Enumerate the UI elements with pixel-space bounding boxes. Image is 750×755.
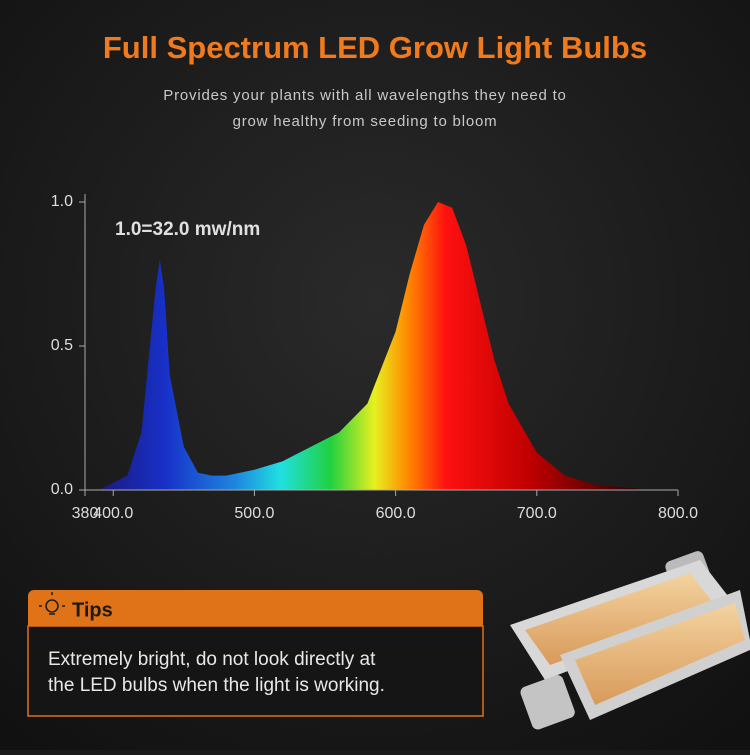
product-image bbox=[510, 551, 750, 730]
annotation: 1.0=32.0 mw/nm bbox=[115, 219, 260, 240]
subtitle: Provides your plants with all wavelength… bbox=[163, 87, 566, 104]
x-tick-label: 700.0 bbox=[517, 505, 557, 522]
y-tick-label: 1.0 bbox=[51, 193, 73, 210]
x-tick-label: 500.0 bbox=[234, 505, 274, 522]
subtitle: grow healthy from seeding to bloom bbox=[233, 113, 498, 130]
tips-text: the LED bulbs when the light is working. bbox=[48, 675, 385, 696]
tips-header bbox=[28, 590, 483, 630]
y-tick-label: 0.0 bbox=[51, 481, 73, 498]
y-tick-label: 0.5 bbox=[51, 337, 73, 354]
tips-text: Extremely bright, do not look directly a… bbox=[48, 649, 376, 670]
tips-body bbox=[27, 625, 484, 717]
x-tick-label: 380 bbox=[72, 505, 99, 522]
spectrum-area bbox=[99, 202, 650, 490]
x-tick-label: 800.0 bbox=[658, 505, 698, 522]
x-tick-label: 600.0 bbox=[376, 505, 416, 522]
x-tick-label: 400.0 bbox=[93, 505, 133, 522]
tips-icon bbox=[39, 592, 65, 615]
tips-title: Tips bbox=[72, 599, 113, 621]
title: Full Spectrum LED Grow Light Bulbs bbox=[103, 30, 647, 65]
